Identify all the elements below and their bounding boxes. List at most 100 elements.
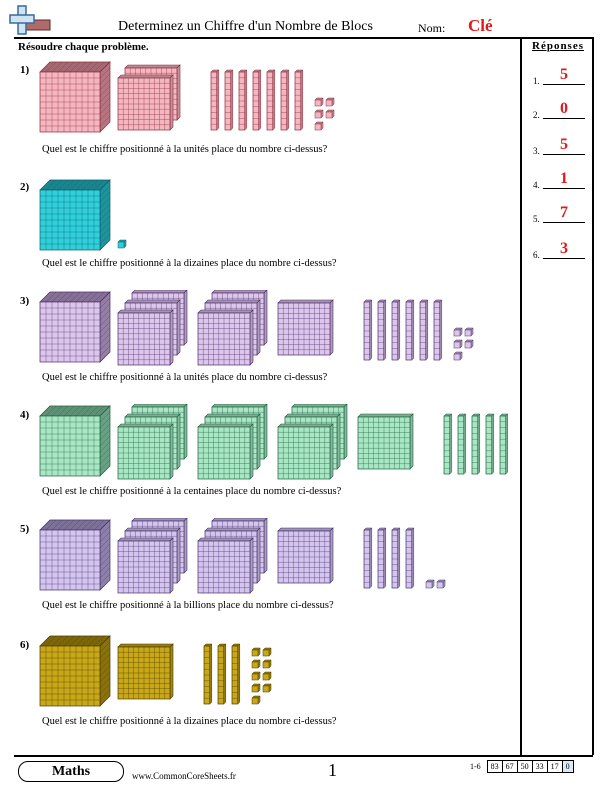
ten-rod xyxy=(294,69,304,131)
problem-number: 6) xyxy=(20,639,30,651)
hundred-flat xyxy=(117,537,174,594)
base-ten-blocks xyxy=(39,518,446,594)
hundred-flat xyxy=(117,423,174,480)
ten-rod xyxy=(499,413,508,475)
base-ten-blocks xyxy=(39,179,127,251)
answer-row: 1. 5 xyxy=(533,66,589,88)
ten-rod xyxy=(377,299,387,361)
answer-value: 5 xyxy=(560,136,568,153)
answers-heading: Réponses xyxy=(532,40,585,52)
base-ten-blocks xyxy=(39,404,508,480)
one-unit xyxy=(314,97,324,107)
one-unit xyxy=(251,659,261,669)
base-ten-blocks xyxy=(39,61,335,133)
ten-rod xyxy=(266,69,276,131)
ten-rod xyxy=(377,527,387,589)
answer-value: 5 xyxy=(560,66,568,83)
ten-rod xyxy=(280,69,290,131)
answer-row: 5. 7 xyxy=(533,204,589,226)
score-cell: 50 xyxy=(516,760,533,773)
thousand-cube xyxy=(39,61,111,133)
one-unit xyxy=(251,683,261,693)
one-unit xyxy=(251,671,261,681)
ten-rod xyxy=(419,299,429,361)
hundred-flat xyxy=(277,423,334,480)
page-title: Determinez un Chiffre d'un Nombre de Blo… xyxy=(118,19,373,34)
ten-rod xyxy=(457,413,467,475)
score-cell: 33 xyxy=(531,760,548,773)
answer-number: 3. xyxy=(533,146,540,156)
answer-number: 4. xyxy=(533,180,540,190)
ten-rod xyxy=(443,413,453,475)
problem-question: Quel est le chiffre positionné à la cent… xyxy=(42,486,342,497)
footer-url: www.CommonCoreSheets.fr xyxy=(132,771,236,781)
ten-rod xyxy=(391,299,401,361)
answer-row: 3. 5 xyxy=(533,136,589,158)
instructions: Résoudre chaque problème. xyxy=(18,41,149,53)
logo-icon xyxy=(9,5,51,35)
ten-rod xyxy=(405,299,415,361)
one-unit xyxy=(262,659,272,669)
one-unit xyxy=(314,109,324,119)
answer-number: 5. xyxy=(533,214,540,224)
ten-rod xyxy=(210,69,220,131)
problem-question: Quel est le chiffre positionné à la unit… xyxy=(42,144,328,155)
ten-rod xyxy=(433,299,443,361)
one-unit xyxy=(325,109,335,119)
hundred-flat xyxy=(357,413,414,470)
ten-rod xyxy=(391,527,401,589)
name-value: Clé xyxy=(468,16,493,35)
ten-rod xyxy=(405,527,415,589)
problem-question: Quel est le chiffre positionné à la diza… xyxy=(42,258,337,269)
one-unit xyxy=(251,695,261,705)
one-unit xyxy=(325,97,335,107)
answer-value: 3 xyxy=(560,240,568,257)
answer-line xyxy=(543,258,585,259)
one-unit xyxy=(314,121,324,131)
thousand-cube xyxy=(39,405,111,477)
problem-question: Quel est le chiffre positionné à la unit… xyxy=(42,372,328,383)
answer-row: 6. 3 xyxy=(533,240,589,262)
answer-row: 4. 1 xyxy=(533,170,589,192)
one-unit xyxy=(251,647,261,657)
problem-number: 2) xyxy=(20,181,30,193)
problem-number: 1) xyxy=(20,64,30,76)
thousand-cube xyxy=(39,179,111,251)
problem-number: 4) xyxy=(20,409,30,421)
thousand-cube xyxy=(39,635,111,707)
hundred-flat xyxy=(197,423,254,480)
name-label: Nom: xyxy=(418,21,446,35)
answer-line xyxy=(543,84,585,85)
page-number: 1 xyxy=(328,760,337,780)
answer-line xyxy=(543,118,585,119)
one-unit xyxy=(453,339,463,349)
one-unit xyxy=(117,239,127,249)
hundred-flat xyxy=(197,537,254,594)
ten-rod xyxy=(485,413,495,475)
answer-value: 7 xyxy=(560,204,568,221)
ten-rod xyxy=(224,69,234,131)
one-unit xyxy=(436,579,446,589)
one-unit xyxy=(262,671,272,681)
page-right-border xyxy=(592,37,594,755)
one-unit xyxy=(425,579,435,589)
thousand-cube xyxy=(39,291,111,363)
answer-number: 6. xyxy=(533,250,540,260)
problem-question: Quel est le chiffre positionné à la bill… xyxy=(42,600,334,611)
ten-rod xyxy=(217,643,227,705)
subject-badge: Maths xyxy=(18,761,124,782)
answer-number: 2. xyxy=(533,110,540,120)
answer-value: 0 xyxy=(560,100,568,117)
hundred-flat xyxy=(277,299,334,356)
problem-number: 3) xyxy=(20,295,30,307)
one-unit xyxy=(464,339,474,349)
one-unit xyxy=(262,683,272,693)
ten-rod xyxy=(363,527,373,589)
hundred-flat xyxy=(117,643,174,700)
ten-rod xyxy=(203,643,213,705)
footer-divider xyxy=(14,755,593,757)
ten-rod xyxy=(363,299,373,361)
ten-rod xyxy=(231,643,241,705)
hundred-flat xyxy=(277,527,334,584)
hundred-flat xyxy=(117,74,174,131)
